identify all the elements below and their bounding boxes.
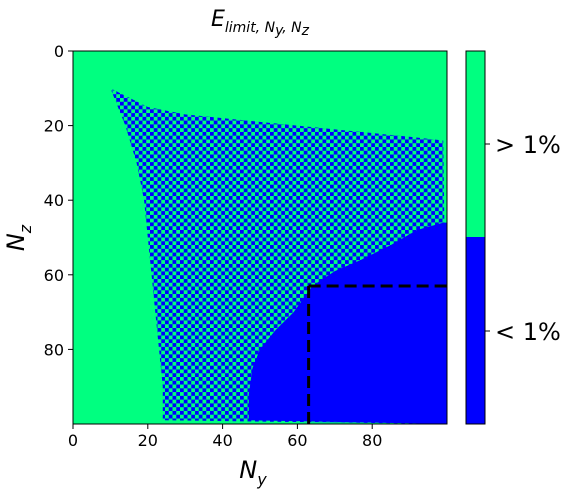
y-tick-label: 40: [44, 191, 64, 210]
colorbar-frame: [465, 50, 486, 425]
plot-area: [73, 51, 447, 424]
colorbar-below-segment: [466, 237, 485, 424]
x-tick-label: 80: [362, 431, 382, 450]
y-tick-label: 60: [44, 266, 64, 285]
y-axis-label: Nz: [2, 224, 35, 251]
x-tick-label: 60: [287, 431, 307, 450]
colorbar: > 1% < 1%: [465, 50, 561, 425]
y-tick-label: 80: [44, 340, 64, 359]
chart-title: Elimit, Ny, Nz: [211, 7, 310, 39]
plot-frame: [72, 50, 448, 425]
colorbar-above-segment: [466, 51, 485, 237]
below-threshold-region: [248, 222, 447, 424]
x-tick-label: 20: [138, 431, 158, 450]
y-tick-label: 0: [54, 42, 64, 61]
x-tick-label: 0: [68, 431, 78, 450]
colorbar-label-above: > 1%: [495, 131, 561, 159]
colorbar-label-below: < 1%: [495, 318, 561, 346]
x-axis-ticks: 0 20 40 60 80: [68, 424, 382, 450]
y-axis-ticks: 0 20 40 60 80: [44, 42, 73, 359]
x-axis-label: Ny: [239, 456, 267, 489]
x-tick-label: 40: [212, 431, 232, 450]
y-tick-label: 20: [44, 117, 64, 136]
